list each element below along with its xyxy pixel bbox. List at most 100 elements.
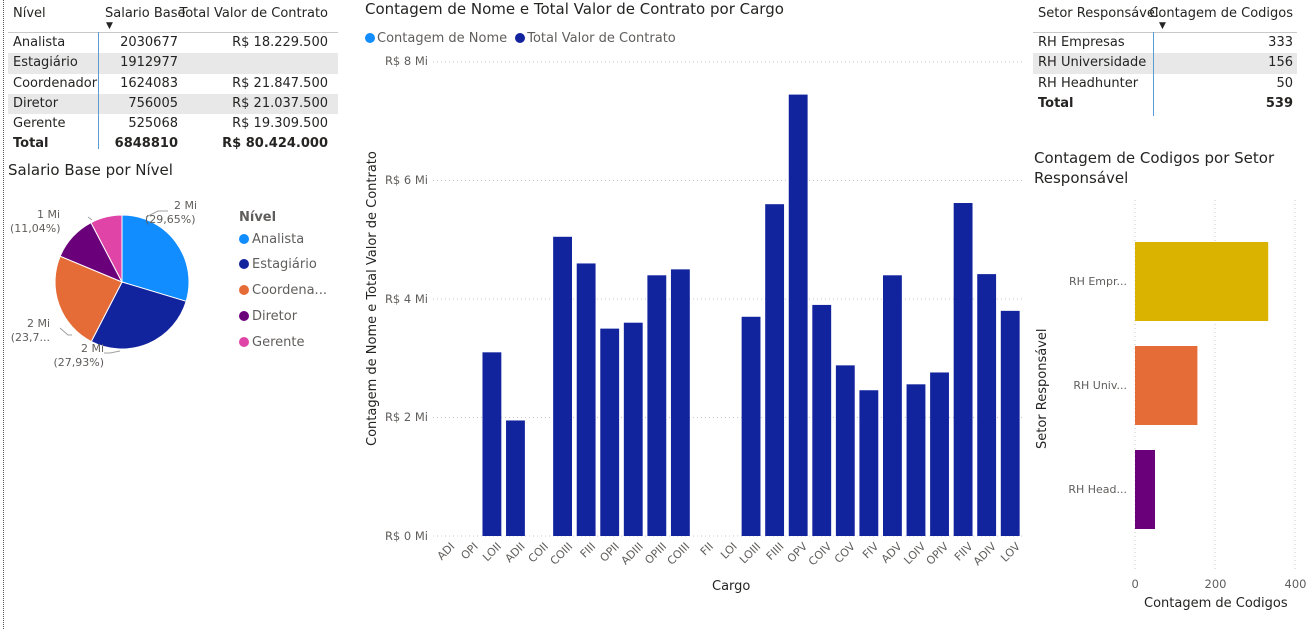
- setor-x-axis-label: Contagem de Codigos: [1144, 596, 1288, 611]
- table-row[interactable]: RH Universidade 156: [1033, 53, 1297, 74]
- bar-adii[interactable]: [506, 420, 525, 536]
- pie-label-percent: (27,93%): [53, 356, 104, 369]
- x-tick-label: 0: [1131, 577, 1139, 591]
- bar-loii[interactable]: [482, 352, 502, 536]
- pie-label-coordenador: 2 Mi (23,7...: [8, 317, 50, 345]
- legend-dot-icon: [515, 33, 526, 43]
- bar-lov[interactable]: [1000, 310, 1020, 536]
- pie-label-diretor: 1 Mi (11,04%): [10, 208, 61, 236]
- legend-label: Diretor: [252, 309, 298, 324]
- bar-coiv[interactable]: [812, 304, 832, 536]
- cell-contagem: 50: [1276, 75, 1293, 91]
- pie-label-estagiario: 2 Mi (27,93%): [52, 342, 104, 370]
- pie-label-percent: (29,65%): [145, 213, 196, 226]
- cell-salario: 756005: [128, 95, 178, 111]
- header-nivel[interactable]: Nível: [13, 6, 46, 21]
- pie-label-percent: (23,7...: [10, 331, 50, 344]
- legend-dot-icon: [239, 337, 249, 347]
- pie-chart: [54, 210, 190, 354]
- bar-adiv[interactable]: [977, 274, 997, 536]
- legend-item-analista[interactable]: Analista: [239, 232, 304, 247]
- bar-cov[interactable]: [835, 365, 855, 536]
- table-row[interactable]: Gerente 525068 R$ 19.309.500: [8, 114, 338, 134]
- cell-contagem: 333: [1268, 35, 1293, 50]
- pie-slice-gerente[interactable]: [90, 214, 123, 283]
- table-row[interactable]: RH Empresas 333: [1033, 33, 1297, 53]
- cell-nivel: Analista: [13, 35, 66, 50]
- y-tick-label: R$ 0 Mi: [384, 529, 428, 543]
- table-nivel: Nível Salario Base ▼ Total Valor de Cont…: [8, 2, 338, 155]
- bar-fiii[interactable]: [576, 263, 596, 536]
- legend-dot-icon: [239, 311, 249, 321]
- bar-loiv[interactable]: [906, 384, 926, 536]
- legend-item-estagiario[interactable]: Estagiário: [239, 257, 317, 272]
- pie-slice-estagiario[interactable]: [90, 281, 187, 350]
- legend-dot-icon: [365, 33, 375, 43]
- pie-label-analista: 2 Mi (29,65%): [145, 199, 197, 227]
- legend-label: Total Valor de Contrato: [527, 31, 676, 46]
- pie-slice-coordenador[interactable]: [54, 255, 123, 343]
- main-chart-title: Contagem de Nome e Total Valor de Contra…: [365, 0, 784, 18]
- leader-line: [145, 210, 168, 218]
- table-row[interactable]: Coordenador 1624083 R$ 21.847.500: [8, 74, 338, 94]
- table-row[interactable]: Estagiário 1912977: [8, 53, 338, 74]
- table-row[interactable]: RH Headhunter 50: [1033, 74, 1297, 94]
- bar-opii[interactable]: [600, 328, 620, 536]
- cell-setor: RH Headhunter: [1038, 75, 1139, 91]
- cell-valor: R$ 21.847.500: [232, 75, 328, 91]
- cell-salario: 525068: [128, 116, 178, 132]
- bar-fiiv[interactable]: [953, 203, 973, 536]
- cell-setor: RH Universidade: [1038, 55, 1147, 71]
- main-chart-legend: Contagem de Nome Total Valor de Contrato: [365, 31, 676, 46]
- bar-fiiii[interactable]: [765, 204, 785, 536]
- legend-label: Coordena...: [252, 283, 327, 298]
- cell-salario: 1624083: [120, 75, 178, 91]
- bar-adv[interactable]: [882, 275, 902, 536]
- bar-opiii[interactable]: [647, 275, 667, 536]
- leader-line: [59, 327, 72, 336]
- y-tick-label: R$ 8 Mi: [384, 54, 428, 68]
- pie-label-value: 2 Mi: [80, 342, 104, 355]
- table-row[interactable]: Analista 2030677 R$ 18.229.500: [8, 33, 338, 53]
- bar-coiii[interactable]: [670, 269, 690, 536]
- bar-loiii[interactable]: [741, 316, 761, 536]
- legend-item-coordenador[interactable]: Coordena...: [239, 283, 327, 298]
- pie-label-percent: (11,04%): [10, 222, 61, 235]
- legend-item-gerente[interactable]: Gerente: [239, 335, 304, 350]
- bar-coiii[interactable]: [553, 236, 573, 536]
- main-x-axis-label: Cargo: [712, 579, 751, 594]
- legend-item-diretor[interactable]: Diretor: [239, 309, 297, 324]
- pie-label-value: 1 Mi: [36, 208, 60, 221]
- header-setor[interactable]: Setor Responsável: [1038, 6, 1159, 21]
- legend-label: Contagem de Nome: [377, 31, 508, 46]
- setor-chart-title: Contagem de Codigos por Setor Responsáve…: [1034, 149, 1275, 187]
- main-bar-chart: [433, 61, 1022, 537]
- header-total-valor[interactable]: Total Valor de Contrato: [179, 6, 329, 21]
- table-total-row: Total 6848810 R$ 80.424.000: [8, 134, 338, 154]
- pie-slice-analista[interactable]: [121, 214, 190, 302]
- legend-label: Analista: [252, 232, 305, 247]
- cell-salario: 2030677: [120, 35, 178, 50]
- legend-item-total-valor[interactable]: Total Valor de Contrato: [515, 31, 676, 46]
- cell-nivel: Estagiário: [13, 55, 78, 71]
- bar-setor-1[interactable]: [1135, 346, 1198, 425]
- setor-bar-chart: [1134, 200, 1296, 570]
- page-edge: [3, 0, 4, 629]
- header-contagem-codigos[interactable]: Contagem de Codigos: [1149, 6, 1293, 21]
- y-tick-label: RH Head...: [1068, 482, 1127, 496]
- legend-item-contagem-nome[interactable]: Contagem de Nome: [365, 31, 507, 46]
- bar-setor-2[interactable]: [1135, 450, 1155, 529]
- pie-label-value: 2 Mi: [173, 199, 197, 212]
- leader-line: [87, 216, 93, 221]
- cell-contagem: 156: [1268, 55, 1293, 71]
- cell-nivel: Gerente: [13, 116, 66, 132]
- bar-adiii[interactable]: [623, 322, 643, 536]
- bar-opiv[interactable]: [930, 372, 949, 536]
- y-tick-label: RH Empr...: [1068, 274, 1127, 288]
- bar-setor-0[interactable]: [1135, 242, 1269, 321]
- header-salario-base[interactable]: Salario Base: [105, 6, 186, 21]
- cell-valor: R$ 19.309.500: [232, 116, 328, 132]
- bar-fiv[interactable]: [859, 390, 879, 536]
- bar-opv[interactable]: [788, 94, 808, 537]
- table-row[interactable]: Diretor 756005 R$ 21.037.500: [8, 93, 338, 115]
